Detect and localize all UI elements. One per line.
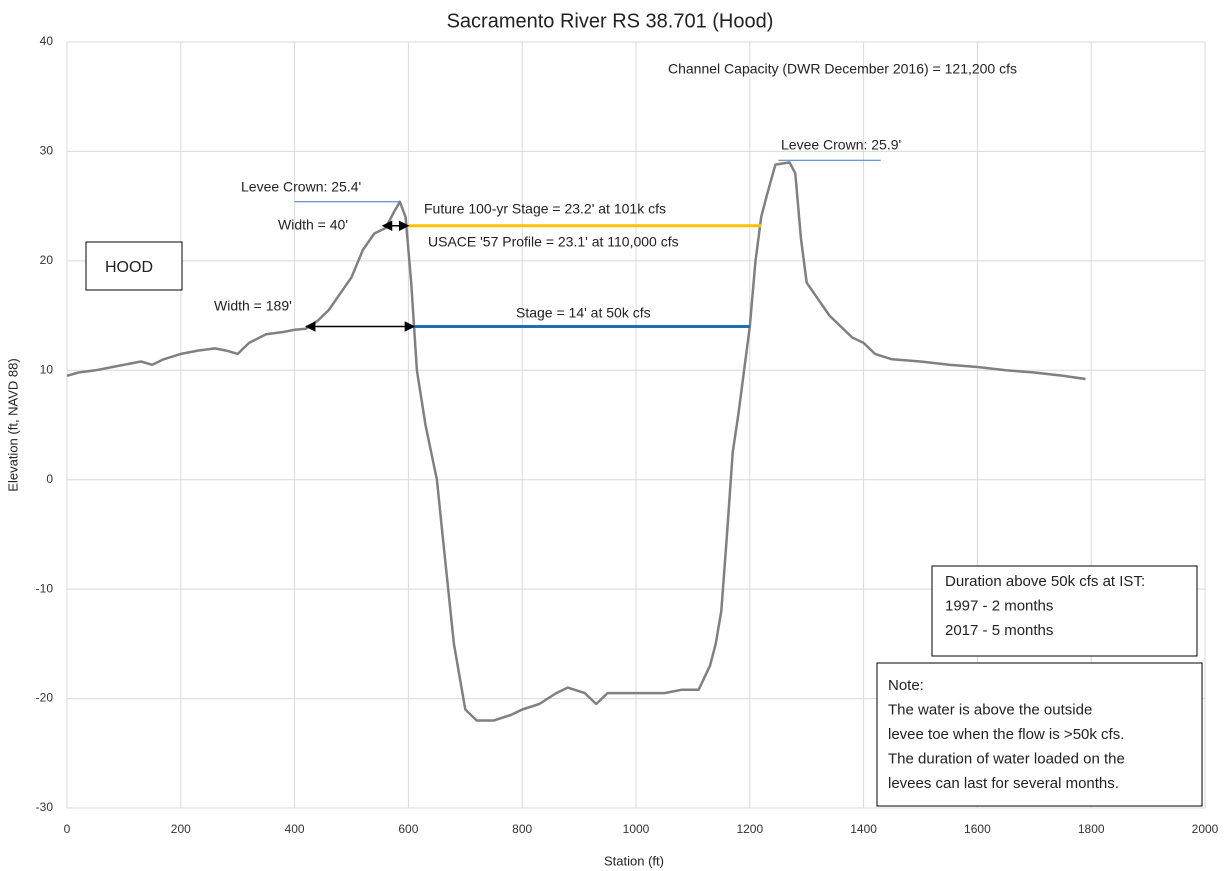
- annotation: Width = 189': [214, 298, 292, 314]
- annotation: Levee Crown: 25.4': [241, 179, 361, 195]
- x-tick-label: 1800: [1078, 822, 1105, 836]
- y-tick-label: 10: [40, 362, 54, 376]
- x-tick-label: 1400: [850, 822, 877, 836]
- box-text: HOOD: [105, 259, 153, 276]
- y-tick-label: 30: [40, 144, 54, 158]
- series-line: [66, 161, 1086, 722]
- annotation: Future 100-yr Stage = 23.2' at 101k cfs: [424, 201, 666, 217]
- x-tick-label: 200: [171, 822, 191, 836]
- box-text: The duration of water loaded on the: [888, 750, 1125, 767]
- x-tick-label: 800: [512, 822, 532, 836]
- annotation: Stage = 14' at 50k cfs: [516, 305, 651, 321]
- x-tick-label: 600: [398, 822, 418, 836]
- box-text: Note:: [888, 677, 924, 694]
- x-tick-label: 1000: [623, 822, 650, 836]
- y-tick-label: 40: [40, 34, 54, 48]
- x-tick-label: 1600: [964, 822, 991, 836]
- box-text: The water is above the outside: [888, 701, 1092, 718]
- text-box: [85, 241, 183, 291]
- annotation: Channel Capacity (DWR December 2016) = 1…: [668, 61, 1017, 77]
- box-text: 2017 - 5 months: [945, 622, 1053, 639]
- y-tick-label: -30: [36, 800, 54, 814]
- box-text: Duration above 50k cfs at IST:: [945, 573, 1145, 590]
- y-axis-title: Elevation (ft, NAVD 88): [5, 358, 20, 491]
- x-tick-label: 0: [64, 822, 71, 836]
- box-text: levee toe when the flow is >50k cfs.: [888, 726, 1124, 743]
- annotation: USACE '57 Profile = 23.1' at 110,000 cfs: [428, 234, 679, 250]
- y-tick-label: 20: [40, 253, 54, 267]
- x-tick-label: 1200: [736, 822, 763, 836]
- y-tick-label: -20: [36, 691, 54, 705]
- annotation: Width = 40': [278, 217, 348, 233]
- text-box: [876, 662, 1203, 807]
- box-text: levees can last for several months.: [888, 775, 1119, 792]
- x-tick-label: 400: [285, 822, 305, 836]
- x-tick-label: 2000: [1192, 822, 1219, 836]
- x-axis-title: Station (ft): [604, 853, 664, 868]
- text-box: [931, 565, 1198, 657]
- y-tick-label: 0: [46, 472, 53, 486]
- y-tick-label: -10: [36, 581, 54, 595]
- chart-title: Sacramento River RS 38.701 (Hood): [447, 10, 774, 32]
- annotation: Levee Crown: 25.9': [781, 137, 901, 153]
- box-text: 1997 - 2 months: [945, 597, 1053, 614]
